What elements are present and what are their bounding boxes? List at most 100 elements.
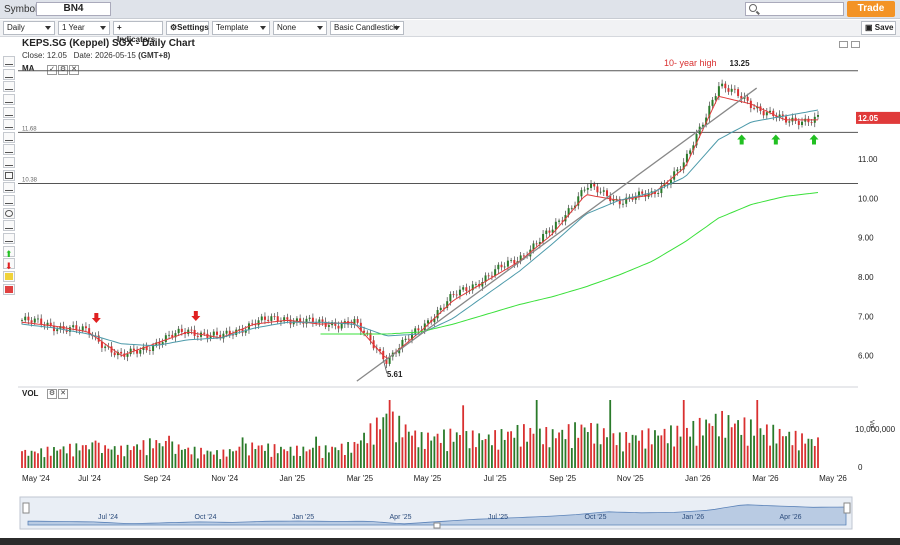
- tool-trend-line[interactable]: [3, 106, 15, 118]
- candle-body: [682, 162, 685, 170]
- volume-bar: [689, 436, 692, 468]
- candle-body: [417, 328, 420, 331]
- tool-gann[interactable]: [3, 195, 15, 207]
- candle-body: [497, 264, 500, 270]
- gear-icon[interactable]: ⚙: [58, 65, 68, 75]
- volume-bar: [155, 440, 158, 468]
- volume-bar: [497, 449, 500, 468]
- template-select[interactable]: Template: [212, 21, 270, 35]
- tool-arc[interactable]: [3, 157, 15, 169]
- volume-bar: [69, 443, 71, 468]
- tool-segment[interactable]: [3, 144, 15, 156]
- chart-style-select[interactable]: Basic Candlestick: [330, 21, 404, 35]
- volume-bar: [222, 449, 225, 468]
- close-date-line: Close: 12.05 Date: 2026-05-15 (GMT+8): [22, 51, 170, 60]
- tool-channel[interactable]: [3, 131, 15, 143]
- candle-body: [794, 117, 797, 121]
- tool-rectangle[interactable]: [3, 169, 15, 181]
- range-select[interactable]: 1 Year: [58, 21, 110, 35]
- candle-body: [132, 348, 135, 351]
- candle-body: [458, 289, 461, 296]
- volume-bar: [180, 449, 183, 468]
- x-tick-label: Nov '25: [617, 474, 644, 483]
- volume-bar: [749, 419, 752, 468]
- period-select[interactable]: Daily: [3, 21, 55, 35]
- candle-body: [401, 339, 404, 349]
- navigator-series: [27, 504, 847, 526]
- candle-body: [762, 111, 765, 116]
- symbol-input[interactable]: BN4: [36, 2, 111, 16]
- candle-body: [561, 220, 564, 222]
- tool-eraser[interactable]: [3, 283, 15, 295]
- search-input[interactable]: [745, 2, 844, 16]
- tool-text[interactable]: [3, 232, 15, 244]
- tool-vertical-line[interactable]: [3, 93, 15, 105]
- tool-up-arrow[interactable]: ⬆: [3, 245, 15, 258]
- volume-bar: [574, 422, 576, 468]
- tool-ray[interactable]: [3, 119, 15, 131]
- tool-highlighter[interactable]: [3, 270, 15, 282]
- candle-body: [219, 334, 222, 339]
- check-icon[interactable]: ✓: [47, 65, 57, 75]
- overlay-select[interactable]: None: [273, 21, 327, 35]
- chevron-down-icon: [394, 26, 400, 30]
- navigator-tick-label: Apr '25: [390, 514, 412, 521]
- candle-body: [599, 191, 602, 193]
- volume-bar: [545, 427, 548, 468]
- volume-bar: [516, 424, 519, 468]
- candle-body: [139, 350, 142, 354]
- candle-body: [56, 329, 59, 332]
- volume-bar: [644, 448, 647, 468]
- tool-circle[interactable]: [3, 207, 15, 219]
- candle-body: [190, 329, 193, 331]
- trade-button[interactable]: Trade: [847, 1, 895, 17]
- volume-bar: [200, 447, 202, 468]
- volume-bar: [75, 443, 78, 468]
- volume-bar: [769, 445, 771, 468]
- volume-bar: [519, 446, 522, 468]
- indicators-button[interactable]: + Indicators: [113, 21, 163, 44]
- volume-bar: [232, 451, 234, 468]
- volume-bar: [190, 454, 193, 468]
- volume-bar: [113, 446, 116, 468]
- close-icon[interactable]: ✕: [69, 65, 79, 75]
- volume-bar: [184, 449, 186, 468]
- circle-icon: [5, 209, 13, 217]
- settings-button[interactable]: ⚙Settings: [166, 21, 209, 35]
- volume-bar: [753, 435, 755, 468]
- chevron-down-icon: [260, 26, 266, 30]
- gear-icon[interactable]: ⚙: [47, 389, 57, 399]
- volume-bar: [401, 437, 404, 468]
- trend-line-icon: [5, 109, 13, 116]
- volume-bar: [94, 440, 97, 468]
- close-icon[interactable]: ✕: [58, 389, 68, 399]
- candle-body: [781, 114, 784, 117]
- minimize-icon[interactable]: [839, 41, 848, 48]
- tool-horizontal-line[interactable]: [3, 81, 15, 93]
- save-button[interactable]: ▣ Save: [861, 21, 896, 35]
- navigator[interactable]: Jul '24 Oct '24 Jan '25 Apr '25 Jul '25 Oct '…: [19, 496, 853, 530]
- candle-body: [30, 320, 33, 323]
- volume-bar: [491, 445, 493, 468]
- candle-body: [302, 321, 305, 324]
- tool-cursor[interactable]: [3, 56, 15, 67]
- volume-bar: [759, 428, 762, 468]
- tool-fib[interactable]: [3, 182, 15, 194]
- candle-body: [212, 331, 215, 336]
- candle-body: [267, 319, 270, 321]
- volume-bar: [609, 400, 612, 468]
- tool-crosshair[interactable]: [3, 68, 15, 80]
- candle-body: [711, 99, 714, 106]
- volume-bar: [72, 456, 75, 468]
- candle-body: [666, 183, 669, 185]
- tool-down-arrow[interactable]: ⬇: [3, 258, 15, 271]
- tool-ellipse[interactable]: [3, 220, 15, 232]
- maximize-icon[interactable]: [851, 41, 860, 48]
- volume-bar: [468, 448, 471, 468]
- candle-body: [727, 88, 730, 92]
- volume-bar: [801, 433, 803, 468]
- volume-bar: [85, 445, 87, 468]
- candle-body: [724, 83, 727, 89]
- volume-bar: [733, 423, 736, 468]
